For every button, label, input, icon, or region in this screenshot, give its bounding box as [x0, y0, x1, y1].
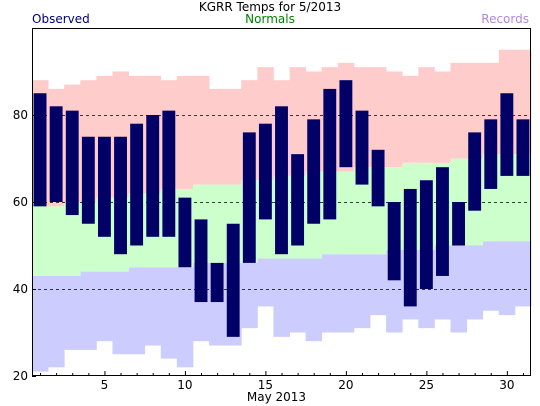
record-low-segment	[160, 267, 178, 359]
observed-bar	[97, 136, 111, 237]
record-low-band	[32, 241, 532, 372]
observed-bar	[339, 80, 353, 168]
observed-bar	[162, 110, 176, 237]
y-tick-label: 80	[13, 108, 28, 122]
record-low-segment	[498, 241, 516, 316]
record-low-segment	[321, 254, 339, 333]
observed-bar	[146, 115, 160, 237]
y-tick-label: 40	[13, 282, 28, 296]
observed-bar	[468, 132, 482, 211]
legend-records: Records	[481, 12, 529, 26]
chart-title: KGRR Temps for 5/2013	[198, 0, 342, 14]
record-low-segment	[64, 275, 81, 350]
record-high-segment	[192, 75, 210, 185]
observed-bar	[323, 88, 337, 220]
x-axis-title: May 2013	[247, 390, 306, 404]
x-axis: 5 10 15 20 25 30	[40, 371, 524, 392]
observed-bar	[403, 188, 417, 307]
x-tick-label: 25	[419, 378, 434, 392]
record-low-segment	[289, 258, 307, 333]
observed-bar	[114, 136, 127, 255]
record-high-segment	[434, 71, 451, 163]
record-low-segment	[32, 275, 49, 372]
record-low-segment	[241, 262, 258, 329]
observed-bar	[355, 110, 369, 185]
observed-bar	[194, 219, 208, 303]
x-tick-label: 5	[101, 378, 109, 392]
normal-range-segment	[337, 171, 355, 255]
observed-bar	[500, 93, 514, 176]
record-low-segment	[370, 254, 387, 316]
record-high-segment	[209, 88, 226, 185]
normal-range-segment	[64, 202, 81, 276]
record-high-segment	[450, 62, 468, 159]
record-high-segment	[225, 88, 242, 185]
observed-bar	[81, 136, 95, 224]
observed-bar	[242, 132, 256, 263]
record-low-segment	[305, 258, 323, 342]
x-tick-label: 10	[177, 378, 192, 392]
normal-range-segment	[48, 206, 65, 276]
observed-bars	[33, 80, 530, 337]
record-low-segment	[176, 267, 194, 368]
record-low-segment	[466, 245, 484, 320]
record-low-segment	[337, 254, 355, 333]
record-low-segment	[80, 271, 97, 350]
observed-bar	[371, 149, 385, 207]
observed-bar	[33, 93, 47, 207]
record-low-segment	[48, 275, 65, 368]
normal-range-segment	[32, 206, 49, 276]
observed-bar	[210, 262, 224, 303]
legend-normals: Normals	[245, 12, 295, 26]
record-high-segment	[402, 75, 419, 163]
observed-bar	[516, 119, 530, 176]
observed-bar	[419, 180, 433, 289]
record-low-segment	[96, 271, 113, 342]
normal-range-segment	[209, 184, 226, 263]
x-tick-label: 30	[499, 378, 514, 392]
y-axis: 20 40 60 80	[13, 108, 36, 383]
record-high-segment	[386, 71, 403, 168]
observed-bar	[387, 202, 401, 281]
y-tick-label: 60	[13, 195, 28, 209]
observed-bar	[178, 197, 192, 268]
record-low-segment	[450, 245, 468, 333]
x-tick-label: 20	[338, 378, 353, 392]
y-tick-label: 20	[13, 369, 28, 383]
legend-observed: Observed	[32, 12, 90, 26]
observed-bar	[226, 223, 240, 337]
record-low-segment	[273, 258, 290, 337]
record-low-segment	[144, 267, 162, 346]
observed-bar	[65, 110, 79, 216]
observed-bar	[130, 123, 144, 246]
record-low-segment	[128, 267, 146, 355]
observed-bar	[307, 119, 321, 224]
record-high-segment	[418, 67, 435, 163]
observed-bar	[436, 167, 449, 276]
record-high-segment	[176, 75, 194, 189]
observed-bar	[452, 202, 466, 246]
record-low-segment	[353, 254, 371, 329]
observed-bar	[275, 106, 288, 255]
record-high-segment	[289, 67, 307, 176]
record-low-segment	[482, 241, 500, 311]
observed-bar	[49, 106, 63, 202]
observed-bar	[258, 123, 272, 220]
observed-bar	[291, 154, 305, 246]
record-low-segment	[112, 271, 129, 355]
x-tick-label: 15	[258, 378, 273, 392]
record-high-segment	[370, 67, 387, 168]
record-low-segment	[514, 241, 532, 307]
record-low-segment	[257, 258, 274, 307]
normal-range-segment	[353, 167, 371, 255]
observed-bar	[484, 119, 498, 189]
